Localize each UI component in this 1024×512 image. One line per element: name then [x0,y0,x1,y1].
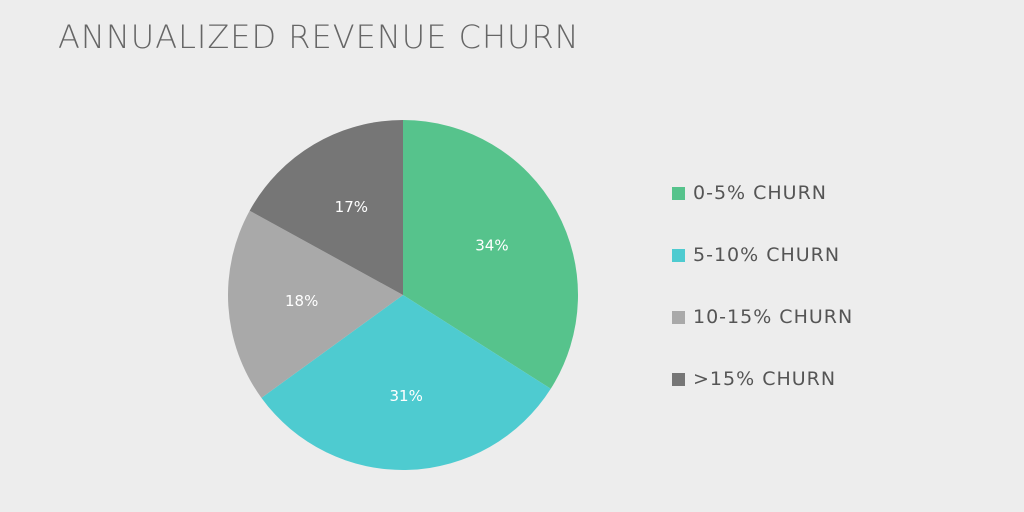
legend-swatch [672,310,685,324]
legend-swatch [672,372,685,386]
legend-label: 5-10% CHURN [693,244,841,266]
legend-label: 0-5% CHURN [693,182,828,204]
legend-item: >15% CHURN [672,364,853,394]
legend-label: 10-15% CHURN [693,306,854,328]
pie-slice [249,120,403,295]
slice-value-label: 34% [475,237,508,255]
legend: 0-5% CHURN 5-10% CHURN 10-15% CHURN >15%… [672,178,853,426]
legend-item: 5-10% CHURN [672,240,853,270]
pie-slice [261,295,551,471]
slice-value-label: 17% [335,198,368,216]
slice-value-label: 31% [390,387,423,405]
pie-slice [403,120,578,389]
legend-item: 0-5% CHURN [672,178,853,208]
legend-swatch [672,186,685,200]
pie-slice [227,210,403,398]
legend-label: >15% CHURN [693,368,837,390]
slice-value-label: 18% [285,292,318,310]
chart-title: ANNUALIZED REVENUE CHURN [58,18,580,56]
legend-item: 10-15% CHURN [672,302,853,332]
legend-swatch [672,248,685,262]
